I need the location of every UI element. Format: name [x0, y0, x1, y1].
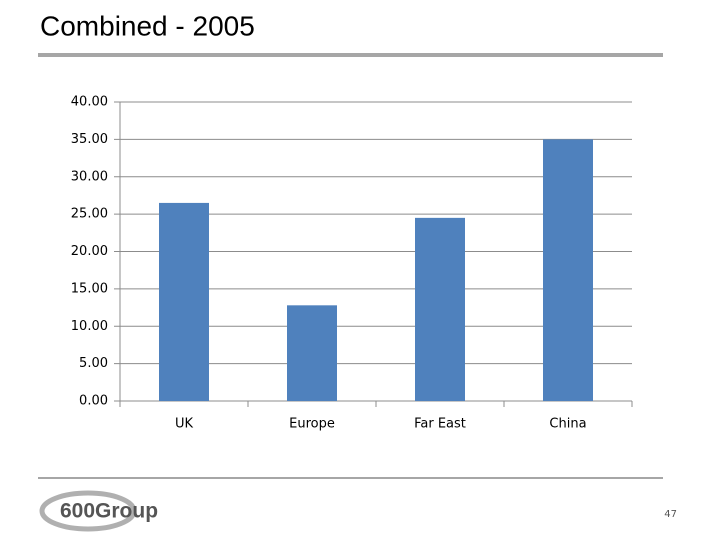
logo: 600Group: [60, 500, 158, 523]
y-tick-label: 25.00: [71, 207, 108, 222]
bar: [543, 139, 593, 401]
page-number: 47: [664, 509, 677, 520]
y-tick-label: 15.00: [71, 281, 108, 296]
chart-title: Combined - 2005: [40, 10, 255, 41]
y-tick-label: 30.00: [71, 169, 108, 184]
y-tick-label: 5.00: [79, 356, 108, 371]
bar: [159, 202, 209, 401]
y-tick-label: 0.00: [79, 394, 108, 409]
title-rule: [38, 53, 663, 57]
bar: [287, 305, 337, 401]
y-tick-label: 20.00: [71, 244, 108, 259]
y-tick-label: 35.00: [71, 132, 108, 147]
x-tick-label: China: [549, 417, 586, 432]
x-tick-label: Europe: [289, 417, 335, 432]
y-tick-label: 40.00: [71, 95, 108, 110]
footer-rule: [38, 477, 663, 479]
bar: [415, 217, 465, 401]
logo-swoosh: [39, 490, 137, 532]
y-tick-label: 10.00: [71, 319, 108, 334]
x-tick-label: UK: [175, 417, 194, 432]
x-tick-label: Far East: [414, 417, 466, 432]
